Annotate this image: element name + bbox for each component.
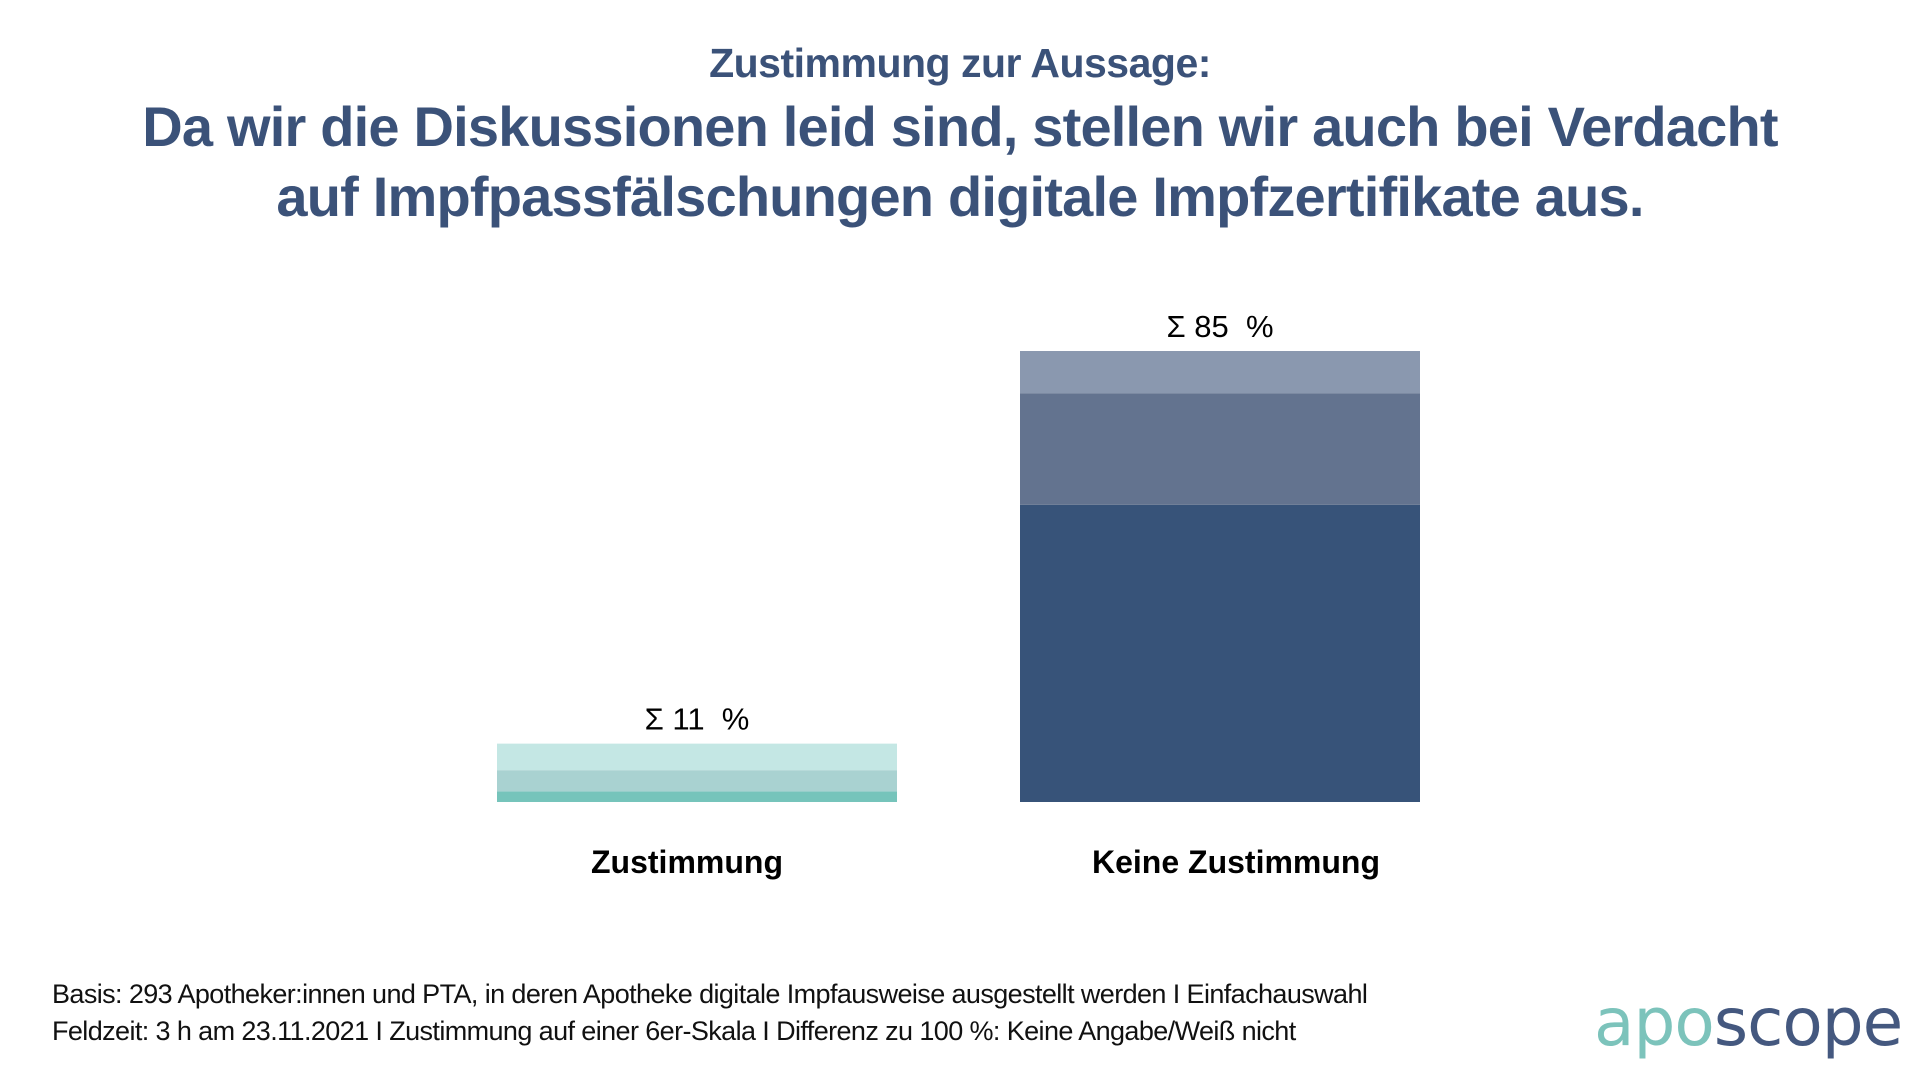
footer-feldzeit: Feldzeit: 3 h am 23.11.2021 I Zustimmung…: [52, 1016, 1296, 1046]
bars-group: [497, 351, 1420, 802]
logo-part-apo: apo: [1594, 984, 1715, 1061]
chart-title-line-1: Da wir die Diskussionen leid sind, stell…: [142, 95, 1778, 158]
bar-segment-1-medium: [497, 770, 897, 792]
chart-subtitle: Zustimmung zur Aussage:: [709, 40, 1211, 86]
bar-segment-2-medium: [1020, 393, 1420, 505]
chart-title: Da wir die Diskussionen leid sind, stell…: [0, 92, 1920, 232]
chart-title-line-2: auf Impfpassfälschungen digitale Impfzer…: [276, 165, 1644, 228]
aposcope-logo: aposcope: [1594, 990, 1903, 1056]
total-label-1: Σ 11 %: [645, 702, 750, 737]
bar-segment-2-weak: [1020, 351, 1420, 394]
footer-notes: Basis: 293 Apotheker:innen und PTA, in d…: [52, 976, 1368, 1050]
category-label-2: Keine Zustimmung: [1092, 844, 1380, 880]
bar-segment-1-weak: [497, 743, 897, 771]
logo-part-scope: scope: [1713, 984, 1904, 1061]
bar-segment-1-strong: [497, 791, 897, 802]
category-label-1: Zustimmung: [591, 844, 783, 880]
labels-group: Σ 11 % Zustimmung Σ 85 % Keine Zustimmung: [591, 309, 1380, 880]
total-label-2: Σ 85 %: [1166, 309, 1273, 344]
bar-segment-2-strong: [1020, 504, 1420, 802]
footer-basis: Basis: 293 Apotheker:innen und PTA, in d…: [52, 979, 1368, 1009]
